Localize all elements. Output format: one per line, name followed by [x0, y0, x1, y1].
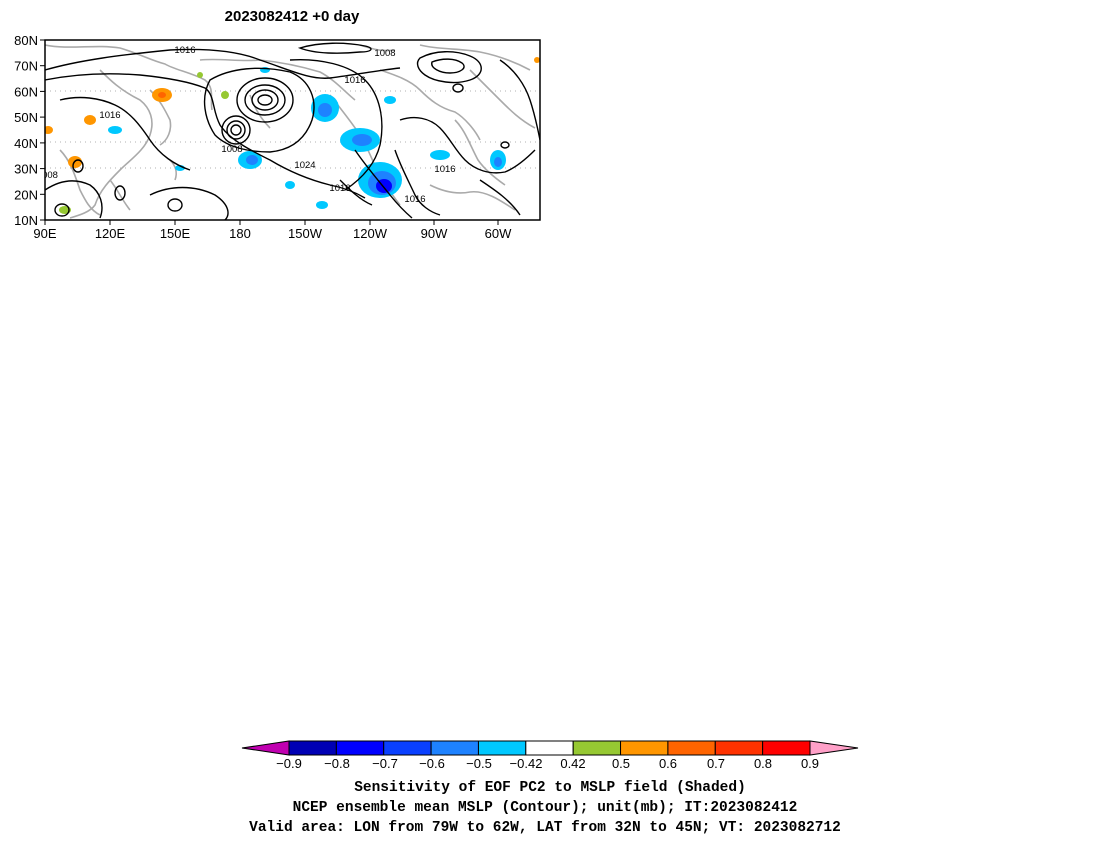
colorbar-tick-label: −0.9: [276, 756, 302, 771]
colorbar-swatch: [714, 740, 764, 756]
map-title: 2023082412 +0 day: [225, 8, 360, 25]
shade-negative-patch: [318, 103, 332, 117]
colorbar-swatch: [335, 740, 385, 756]
map-panel: 1016 1008 1016 1016 1008 1024 1016 1016 …: [14, 33, 541, 241]
lon-label: 90W: [421, 226, 448, 241]
colorbar-tick-label: 0.9: [801, 756, 819, 771]
lon-label: 120W: [353, 226, 388, 241]
contour-label: 1016: [344, 75, 365, 86]
shade-negative-patch: [430, 150, 450, 160]
contour-label: 1008: [374, 48, 395, 59]
colorbar-tick-label: −0.7: [372, 756, 398, 771]
colorbar-swatches: [241, 740, 859, 756]
lat-label: 10N: [14, 213, 38, 228]
colorbar-swatch: [241, 740, 290, 756]
colorbar-swatch: [667, 740, 716, 756]
shade-positive-patch: [158, 92, 166, 98]
contour-label: 1016: [329, 183, 350, 194]
caption: Sensitivity of EOF PC2 to MSLP field (Sh…: [249, 780, 841, 836]
lat-label: 50N: [14, 110, 38, 125]
shade-negative-patch: [246, 155, 258, 165]
shade-negative-patch: [352, 134, 372, 146]
contour-label: 1024: [294, 160, 315, 171]
colorbar-swatch: [572, 740, 622, 756]
colorbar-swatch: [620, 740, 669, 756]
colorbar-swatch: [288, 740, 337, 756]
lon-label: 90E: [33, 226, 56, 241]
colorbar-tick-label: −0.8: [324, 756, 350, 771]
colorbar-tick-label: 0.7: [707, 756, 725, 771]
shade-negative-patch: [494, 157, 502, 167]
shade-negative-patch: [108, 126, 122, 134]
mslp-contours: [45, 42, 540, 220]
colorbar-tick-label: 0.5: [612, 756, 630, 771]
lat-label: 30N: [14, 162, 38, 177]
contour-label: 1016: [404, 194, 425, 205]
colorbar-tick-label: −0.5: [466, 756, 492, 771]
shade-negative-patch: [384, 96, 396, 104]
colorbar-swatch: [762, 740, 811, 756]
colorbar-swatch: [809, 740, 859, 756]
shade-positive-patch: [221, 91, 229, 99]
caption-line-1: Sensitivity of EOF PC2 to MSLP field (Sh…: [354, 780, 746, 796]
colorbar-tick-label: −0.6: [419, 756, 445, 771]
contour-label: 1008: [221, 144, 242, 155]
lon-label: 180: [229, 226, 251, 241]
contour-label: 1016: [434, 164, 455, 175]
shade-positive-patch: [84, 115, 96, 125]
lat-label: 40N: [14, 136, 38, 151]
lat-label: 80N: [14, 33, 38, 48]
lat-label: 60N: [14, 84, 38, 99]
map-frame: [44, 39, 541, 221]
longitude-axis: [44, 220, 499, 225]
lon-label: 60W: [485, 226, 512, 241]
colorbar-swatch: [430, 740, 479, 756]
contour-label: 008: [42, 170, 58, 181]
colorbar-tick-label: 0.6: [659, 756, 677, 771]
colorbar: −0.9 −0.8 −0.7 −0.6 −0.5 −0.42 0.42 0.5 …: [241, 740, 859, 771]
lon-label: 150W: [288, 226, 323, 241]
contour-labels: 1016 1008 1016 1016 1008 1024 1016 1016 …: [42, 45, 456, 205]
sensitivity-shading: [45, 57, 540, 214]
contour-label: 1016: [99, 110, 120, 121]
caption-line-2: NCEP ensemble mean MSLP (Contour); unit(…: [293, 800, 798, 816]
lat-label: 70N: [14, 59, 38, 74]
shade-positive-patch: [534, 57, 540, 63]
shade-positive-patch: [45, 126, 53, 134]
colorbar-swatch: [477, 740, 527, 756]
lon-label: 150E: [160, 226, 191, 241]
shade-negative-patch: [285, 181, 295, 189]
colorbar-tick-label: −0.42: [510, 756, 543, 771]
contour-label: 1016: [174, 45, 195, 56]
shade-positive-patch: [197, 72, 203, 78]
colorbar-tick-label: 0.42: [560, 756, 585, 771]
colorbar-tick-labels: −0.9 −0.8 −0.7 −0.6 −0.5 −0.42 0.42 0.5 …: [276, 756, 819, 771]
lon-label: 120E: [95, 226, 126, 241]
colorbar-tick-label: 0.8: [754, 756, 772, 771]
colorbar-swatch: [383, 740, 432, 756]
colorbar-swatch: [525, 740, 574, 756]
caption-line-3: Valid area: LON from 79W to 62W, LAT fro…: [249, 820, 841, 836]
shade-negative-patch: [316, 201, 328, 209]
lat-label: 20N: [14, 187, 38, 202]
latitude-axis: [40, 39, 45, 221]
map-background: [45, 40, 540, 220]
